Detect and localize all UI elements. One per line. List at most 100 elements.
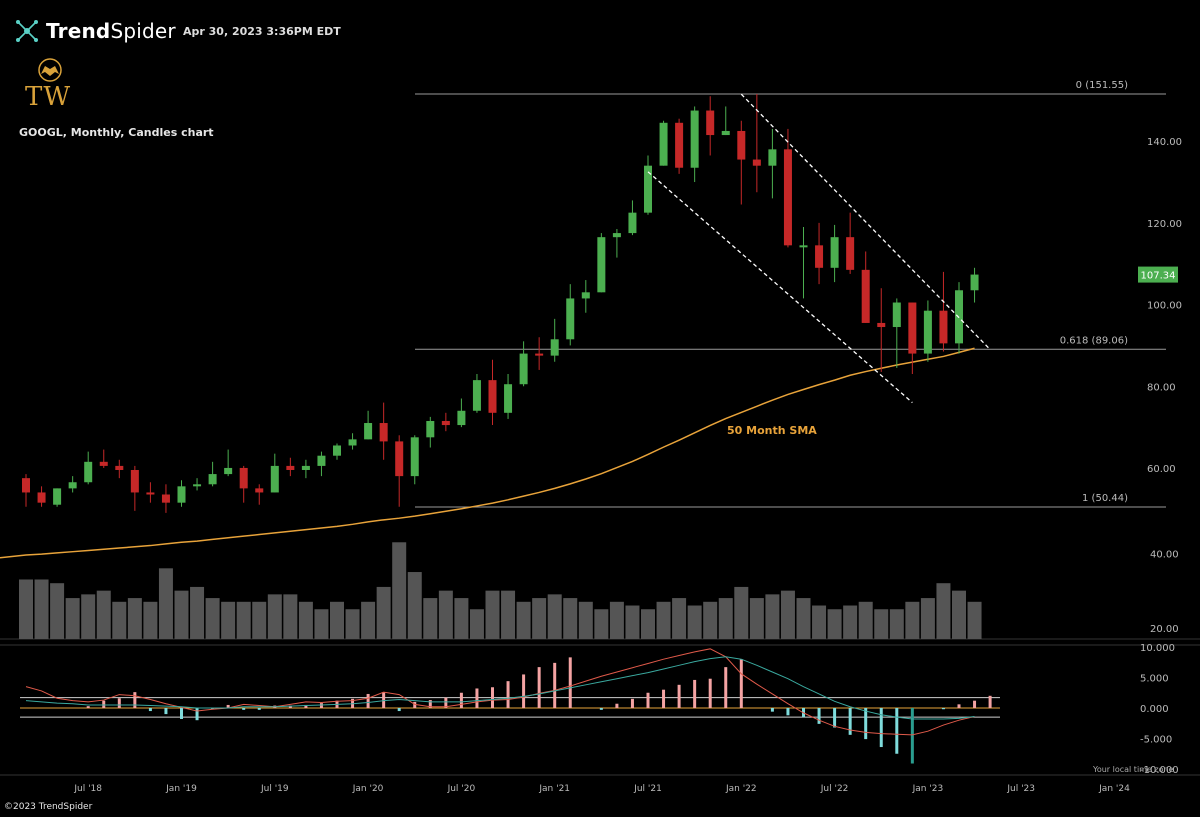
volume-bar: [112, 601, 127, 639]
candle-body: [410, 437, 419, 477]
x-tick-label: Jul '20: [447, 784, 476, 794]
volume-bar: [796, 598, 811, 639]
candle-body: [441, 420, 450, 426]
price-tick-label: 100.00: [1147, 301, 1182, 312]
channel-upper-line: [740, 93, 991, 350]
candle: [908, 302, 917, 375]
macd-hist-bar: [366, 693, 370, 708]
volume-bar: [438, 590, 453, 639]
candle: [208, 461, 217, 487]
candle: [53, 488, 62, 507]
candle: [84, 451, 93, 485]
candles[interactable]: [22, 94, 979, 513]
volume-bar: [578, 601, 593, 639]
candle: [892, 298, 901, 368]
macd-hist-bar: [180, 708, 183, 719]
macd-hist-bar: [475, 688, 479, 708]
candle-body: [861, 269, 870, 323]
candle-body: [752, 159, 761, 166]
macd-tick-label: -5.000: [1140, 735, 1172, 746]
candle: [581, 280, 590, 313]
candle-body: [923, 310, 932, 354]
macd-hist-bar: [444, 697, 448, 708]
candle-body: [519, 353, 528, 385]
macd-hist-bar: [428, 700, 432, 708]
candle-body: [628, 212, 637, 234]
macd-hist-bar: [833, 708, 837, 728]
candle: [286, 457, 295, 477]
volume-bar: [718, 598, 733, 639]
macd-hist-bar: [242, 708, 246, 710]
candle-body: [830, 237, 839, 268]
volume-bar: [127, 598, 142, 639]
fib-label-1: 0.618 (89.06): [1060, 335, 1128, 346]
volume-bar: [936, 583, 951, 639]
macd-hist-bar: [848, 708, 852, 735]
macd-hist-bar: [770, 708, 774, 712]
candle: [861, 251, 870, 323]
candle: [457, 398, 466, 428]
macd-hist-bar: [86, 706, 90, 708]
volume-bar: [858, 601, 873, 639]
volume-bar: [749, 598, 764, 639]
candle: [99, 449, 108, 468]
volume-bar: [252, 601, 267, 639]
macd-tick-label: 10.000: [1140, 643, 1175, 654]
macd-hist-bar: [148, 708, 152, 712]
candle-body: [333, 445, 341, 456]
macd-hist-bar: [941, 708, 945, 710]
candle-body: [426, 420, 435, 438]
macd-hist-bar: [117, 698, 121, 708]
macd-hist-bar: [164, 708, 168, 715]
local-time-label: Your local time zone: [1093, 765, 1174, 774]
candle-body: [706, 110, 715, 136]
macd-hist-bar: [257, 708, 261, 710]
candle-body: [317, 455, 326, 466]
volume-bar: [547, 594, 562, 639]
candle: [130, 465, 139, 511]
volume-bar: [19, 579, 33, 639]
candle-body: [504, 384, 513, 413]
volume-bar: [765, 594, 780, 639]
macd-hist-bar: [195, 708, 199, 721]
macd-hist-bar: [615, 703, 619, 708]
macd-panel: [0, 644, 1200, 776]
macd-hist-bar: [957, 704, 961, 708]
candle: [333, 443, 341, 460]
volume-bar: [563, 598, 578, 639]
candle: [239, 465, 248, 503]
candle: [410, 435, 419, 485]
volume-bar: [34, 579, 49, 639]
x-tick-label: Jan '20: [352, 784, 384, 794]
last-price-label: 107.34: [1141, 271, 1176, 282]
candle: [659, 120, 668, 166]
volume-bars: [0, 542, 1200, 640]
candle-body: [177, 486, 186, 503]
candle-body: [581, 292, 590, 299]
volume-bar: [174, 590, 189, 639]
volume-bar: [96, 590, 111, 639]
candle: [675, 118, 684, 174]
brand[interactable]: TrendSpider: [14, 18, 176, 44]
macd-hist-bar: [724, 667, 728, 708]
macd-hist-bar: [817, 708, 821, 724]
volume-bar: [65, 598, 80, 639]
macd-hist-bar: [662, 689, 666, 708]
volume-bar: [485, 590, 500, 639]
candle-body: [675, 122, 684, 168]
candle: [519, 341, 528, 387]
chart-subtitle: GOOGL, Monthly, Candles chart: [19, 126, 214, 139]
candle: [970, 267, 979, 303]
candle-body: [737, 130, 746, 160]
candle-body: [395, 441, 404, 477]
macd-tick-label: -10.000: [1140, 765, 1179, 776]
candle-body: [721, 130, 730, 136]
candle: [270, 453, 279, 493]
candle: [612, 228, 621, 258]
volume-tick-label: 40.00: [1150, 549, 1179, 560]
macd-hist-bar: [599, 708, 603, 710]
candle: [348, 433, 357, 450]
candle-body: [690, 110, 699, 168]
candle: [68, 476, 77, 493]
